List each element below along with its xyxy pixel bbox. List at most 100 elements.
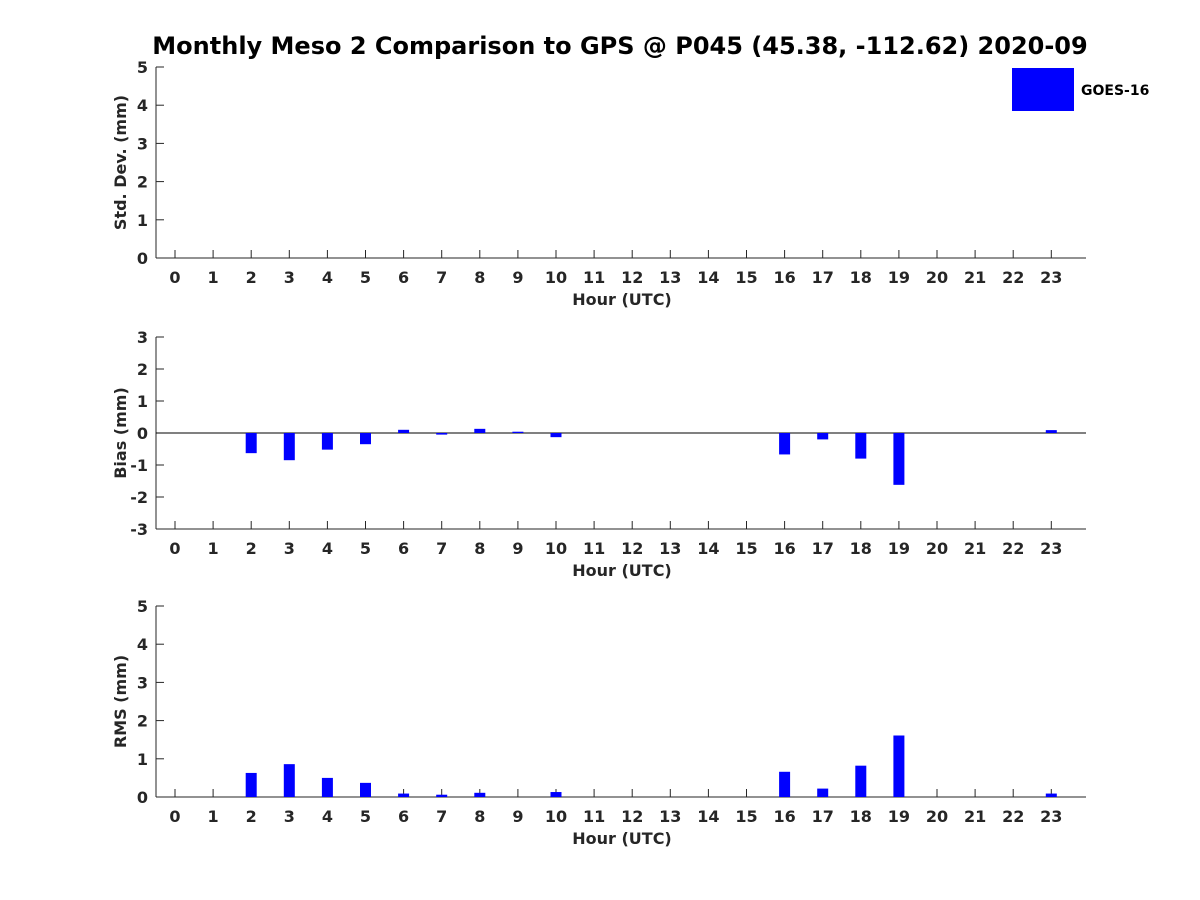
x-axis-label: Hour (UTC) bbox=[572, 561, 672, 580]
x-tick-label: 21 bbox=[964, 539, 986, 558]
y-tick-label: 5 bbox=[137, 58, 148, 77]
x-tick-label: 6 bbox=[398, 268, 409, 287]
x-tick-label: 22 bbox=[1002, 268, 1024, 287]
x-tick-label: 1 bbox=[208, 807, 219, 826]
bar bbox=[474, 428, 486, 433]
x-tick-label: 15 bbox=[735, 268, 757, 287]
x-tick-label: 18 bbox=[850, 268, 872, 287]
y-axis-label: Bias (mm) bbox=[111, 387, 130, 479]
x-tick-label: 12 bbox=[621, 807, 643, 826]
y-tick-label: -1 bbox=[130, 456, 148, 475]
bar bbox=[398, 793, 410, 797]
x-tick-label: 8 bbox=[474, 807, 485, 826]
x-tick-label: 20 bbox=[926, 268, 948, 287]
x-tick-label: 22 bbox=[1002, 539, 1024, 558]
bar bbox=[321, 777, 333, 797]
x-tick-label: 7 bbox=[436, 268, 447, 287]
bar bbox=[283, 764, 295, 797]
x-tick-label: 4 bbox=[322, 539, 333, 558]
x-tick-label: 14 bbox=[697, 539, 719, 558]
y-tick-label: 1 bbox=[137, 750, 148, 769]
x-tick-label: 3 bbox=[284, 807, 295, 826]
y-axis-label: RMS (mm) bbox=[111, 655, 130, 748]
y-tick-label: 5 bbox=[137, 597, 148, 616]
y-tick-label: 2 bbox=[137, 712, 148, 731]
y-tick-label: 2 bbox=[137, 360, 148, 379]
bar bbox=[550, 433, 562, 438]
x-tick-label: 16 bbox=[773, 268, 795, 287]
bar bbox=[245, 772, 257, 797]
x-tick-label: 9 bbox=[512, 539, 523, 558]
x-tick-label: 11 bbox=[583, 268, 605, 287]
bar bbox=[893, 433, 905, 485]
y-tick-label: 3 bbox=[137, 673, 148, 692]
x-axis-label: Hour (UTC) bbox=[572, 829, 672, 848]
x-tick-label: 5 bbox=[360, 807, 371, 826]
bar bbox=[817, 433, 829, 440]
x-tick-label: 20 bbox=[926, 539, 948, 558]
x-tick-label: 12 bbox=[621, 539, 643, 558]
y-tick-label: 1 bbox=[137, 392, 148, 411]
x-tick-label: 3 bbox=[284, 268, 295, 287]
x-tick-label: 10 bbox=[545, 539, 567, 558]
x-tick-label: 14 bbox=[697, 807, 719, 826]
x-tick-label: 23 bbox=[1040, 268, 1062, 287]
x-tick-label: 16 bbox=[773, 539, 795, 558]
y-axis-label: Std. Dev. (mm) bbox=[111, 95, 130, 230]
bar bbox=[321, 433, 333, 450]
y-tick-label: 2 bbox=[137, 173, 148, 192]
x-tick-label: 1 bbox=[208, 268, 219, 287]
bar bbox=[817, 788, 829, 797]
bar bbox=[512, 431, 524, 433]
x-tick-label: 10 bbox=[545, 807, 567, 826]
bar bbox=[855, 433, 867, 459]
x-tick-label: 2 bbox=[246, 268, 257, 287]
x-tick-label: 17 bbox=[812, 807, 834, 826]
x-tick-label: 22 bbox=[1002, 807, 1024, 826]
y-tick-label: 4 bbox=[137, 96, 148, 115]
x-tick-label: 17 bbox=[812, 539, 834, 558]
x-tick-label: 18 bbox=[850, 807, 872, 826]
x-tick-label: 12 bbox=[621, 268, 643, 287]
x-tick-label: 21 bbox=[964, 807, 986, 826]
bar bbox=[360, 782, 371, 797]
x-tick-label: 7 bbox=[436, 539, 447, 558]
chart-title: Monthly Meso 2 Comparison to GPS @ P045 … bbox=[152, 32, 1087, 60]
bar bbox=[779, 433, 791, 455]
x-tick-label: 19 bbox=[888, 807, 910, 826]
y-tick-label: 1 bbox=[137, 211, 148, 230]
legend-label: GOES-16 bbox=[1081, 83, 1149, 99]
x-tick-label: 13 bbox=[659, 539, 681, 558]
legend: GOES-16 bbox=[1012, 68, 1149, 111]
x-tick-label: 2 bbox=[246, 539, 257, 558]
x-tick-label: 15 bbox=[735, 539, 757, 558]
x-tick-label: 9 bbox=[512, 268, 523, 287]
x-tick-label: 0 bbox=[169, 268, 180, 287]
x-tick-label: 8 bbox=[474, 539, 485, 558]
y-tick-label: 0 bbox=[137, 788, 148, 807]
y-tick-label: 4 bbox=[137, 635, 148, 654]
x-tick-label: 8 bbox=[474, 268, 485, 287]
bar bbox=[283, 433, 295, 461]
bar bbox=[779, 771, 791, 797]
x-tick-label: 13 bbox=[659, 807, 681, 826]
y-tick-label: 3 bbox=[137, 134, 148, 153]
bar bbox=[474, 792, 486, 797]
x-tick-label: 4 bbox=[322, 807, 333, 826]
x-tick-label: 0 bbox=[169, 539, 180, 558]
bar bbox=[550, 792, 562, 797]
x-tick-label: 11 bbox=[583, 807, 605, 826]
bar bbox=[1045, 793, 1057, 797]
y-tick-label: -2 bbox=[130, 488, 148, 507]
x-tick-label: 6 bbox=[398, 539, 409, 558]
y-tick-label: 3 bbox=[137, 328, 148, 347]
x-tick-label: 21 bbox=[964, 268, 986, 287]
x-tick-label: 5 bbox=[360, 268, 371, 287]
y-tick-label: 0 bbox=[137, 424, 148, 443]
x-tick-label: 11 bbox=[583, 539, 605, 558]
bar bbox=[893, 735, 905, 797]
